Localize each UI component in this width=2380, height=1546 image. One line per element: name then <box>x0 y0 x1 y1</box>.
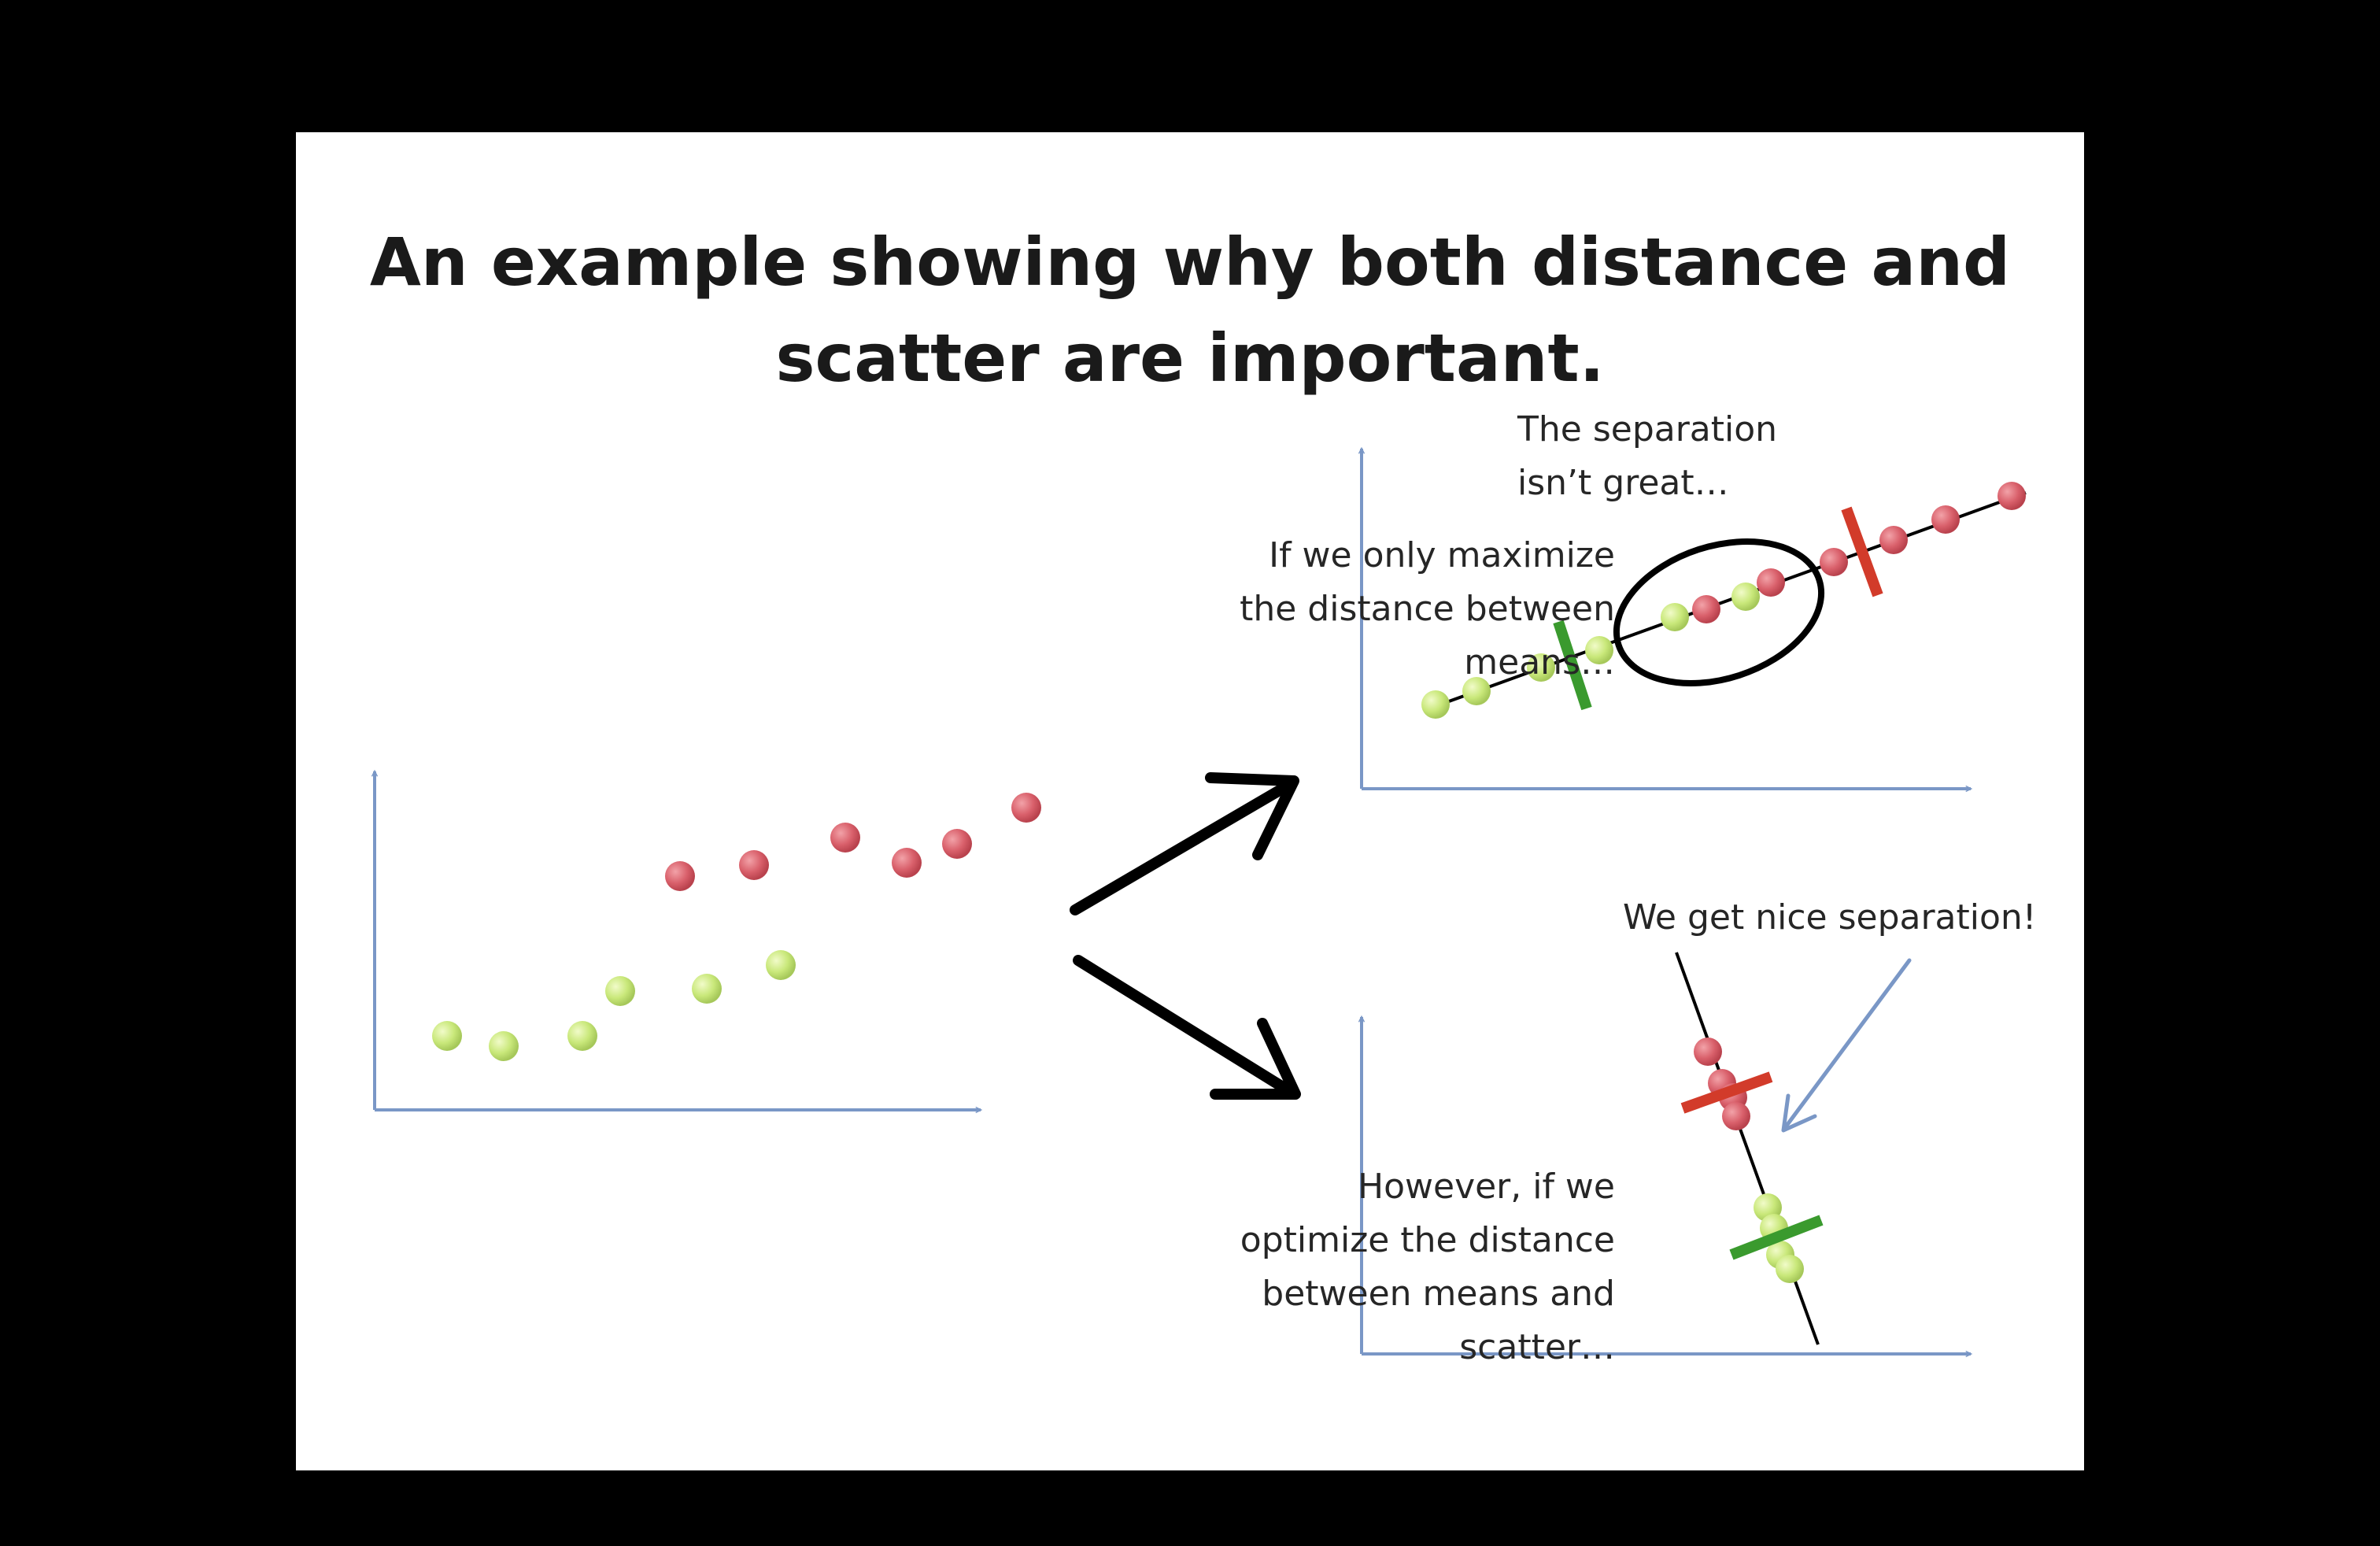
diagram <box>371 446 2027 1358</box>
red-point <box>1011 793 1041 823</box>
bottom-plot-red-threshold <box>1680 1071 1773 1114</box>
red-point <box>1722 1102 1750 1130</box>
green-point <box>432 1021 462 1051</box>
red-point <box>1694 1037 1722 1066</box>
green-point <box>1527 653 1555 682</box>
green-point <box>1421 690 1450 719</box>
red-point <box>830 823 860 853</box>
red-point <box>1692 595 1720 623</box>
red-point <box>1931 505 1960 534</box>
note-bottom-right: We get nice separation! <box>1623 891 2095 945</box>
red-point <box>739 850 769 880</box>
note-top-left-line-3: means… <box>1464 642 1615 682</box>
top-plot-green-threshold <box>1553 620 1592 711</box>
top-plot-red-threshold <box>1841 506 1883 597</box>
top-plot-green-points <box>1421 583 1760 719</box>
note-top-right-line-1: The separation <box>1517 409 1778 449</box>
top-plot-axes <box>1358 446 1973 793</box>
arrow-to-bottom-plot <box>1073 955 1301 1100</box>
title-line-1: An example showing why both distance and <box>369 224 2011 301</box>
green-point <box>1661 603 1689 631</box>
red-point <box>665 861 695 891</box>
green-point <box>605 976 635 1006</box>
red-point <box>1757 568 1785 597</box>
green-point <box>567 1021 597 1051</box>
red-point <box>892 848 922 878</box>
slide: An example showing why both distance and… <box>296 132 2084 1470</box>
note-bottom-left-line-3: between means and <box>1262 1274 1615 1314</box>
bottom-plot-axes <box>1358 1015 1973 1358</box>
red-point <box>1820 548 1848 576</box>
red-point <box>942 829 972 859</box>
note-top-left-line-2: the distance between <box>1240 589 1615 629</box>
green-point <box>1776 1255 1804 1283</box>
note-bottom-left-line-2: optimize the distance <box>1240 1220 1615 1260</box>
left-plot-red-points <box>665 793 1041 891</box>
green-point <box>692 974 722 1004</box>
top-plot-overlap-ellipse <box>1613 538 1825 686</box>
blue-pointer-arrow <box>1781 958 1912 1133</box>
note-bottom-left-line-4: scatter… <box>1459 1327 1615 1367</box>
red-point <box>1879 526 1908 554</box>
note-bottom-left-line-1: However, if we <box>1358 1167 1615 1207</box>
left-plot-green-points <box>432 950 796 1061</box>
green-point <box>1585 636 1613 664</box>
note-bottom-right-line-1: We get nice separation! <box>1623 897 2037 938</box>
green-point <box>1731 583 1760 611</box>
top-plot-red-points <box>1692 482 2026 623</box>
note-top-left-line-1: If we only maximize <box>1269 535 1615 575</box>
bottom-plot-projection-line <box>1675 952 1820 1345</box>
green-point <box>489 1031 519 1061</box>
note-top-left: If we only maximize the distance between… <box>907 529 1615 690</box>
left-plot-axes <box>371 769 983 1114</box>
slide-title: An example showing why both distance and… <box>296 214 2084 406</box>
bottom-plot-green-threshold <box>1729 1215 1824 1260</box>
green-point <box>1462 677 1491 705</box>
note-top-right-line-2: isn’t great… <box>1517 463 1729 503</box>
title-line-2: scatter are important. <box>775 320 1605 397</box>
note-top-right: The separation isn’t great… <box>1517 403 1911 510</box>
red-point <box>1998 482 2026 510</box>
note-bottom-left: However, if we optimize the distance bet… <box>907 1160 1615 1374</box>
green-point <box>766 950 796 980</box>
arrow-to-top-plot <box>1070 772 1299 915</box>
